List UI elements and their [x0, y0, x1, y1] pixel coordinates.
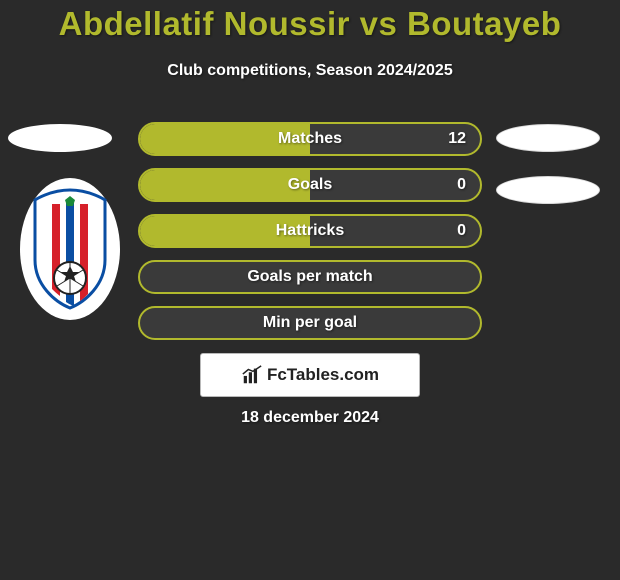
branding-badge[interactable]: FcTables.com — [200, 353, 420, 397]
left-club-emblem — [20, 178, 120, 320]
chart-icon — [241, 364, 263, 386]
comparison-card: Abdellatif Noussir vs Boutayeb Club comp… — [0, 0, 620, 580]
stat-bar-label: Hattricks — [140, 222, 480, 240]
left-player-ellipse — [8, 124, 112, 152]
right-player-ellipse-top — [496, 124, 600, 152]
stat-bar-right-value: 0 — [457, 176, 466, 194]
stat-bar-label: Matches — [140, 130, 480, 148]
stat-bar: Hattricks0 — [138, 214, 482, 248]
page-title: Abdellatif Noussir vs Boutayeb — [0, 5, 620, 43]
stat-bar: Min per goal — [138, 306, 482, 340]
stat-bar-label: Goals per match — [140, 268, 480, 286]
stat-bar: Goals0 — [138, 168, 482, 202]
stat-bar: Goals per match — [138, 260, 482, 294]
date-text: 18 december 2024 — [0, 409, 620, 427]
subtitle: Club competitions, Season 2024/2025 — [0, 62, 620, 80]
stat-bar-label: Goals — [140, 176, 480, 194]
stat-bar-right-value: 0 — [457, 222, 466, 240]
stat-bars: Matches12Goals0Hattricks0Goals per match… — [138, 122, 482, 352]
stat-bar-label: Min per goal — [140, 314, 480, 332]
stat-bar-right-value: 12 — [448, 130, 466, 148]
stat-bar: Matches12 — [138, 122, 482, 156]
right-player-ellipse-bottom — [496, 176, 600, 204]
branding-text: FcTables.com — [267, 365, 379, 385]
